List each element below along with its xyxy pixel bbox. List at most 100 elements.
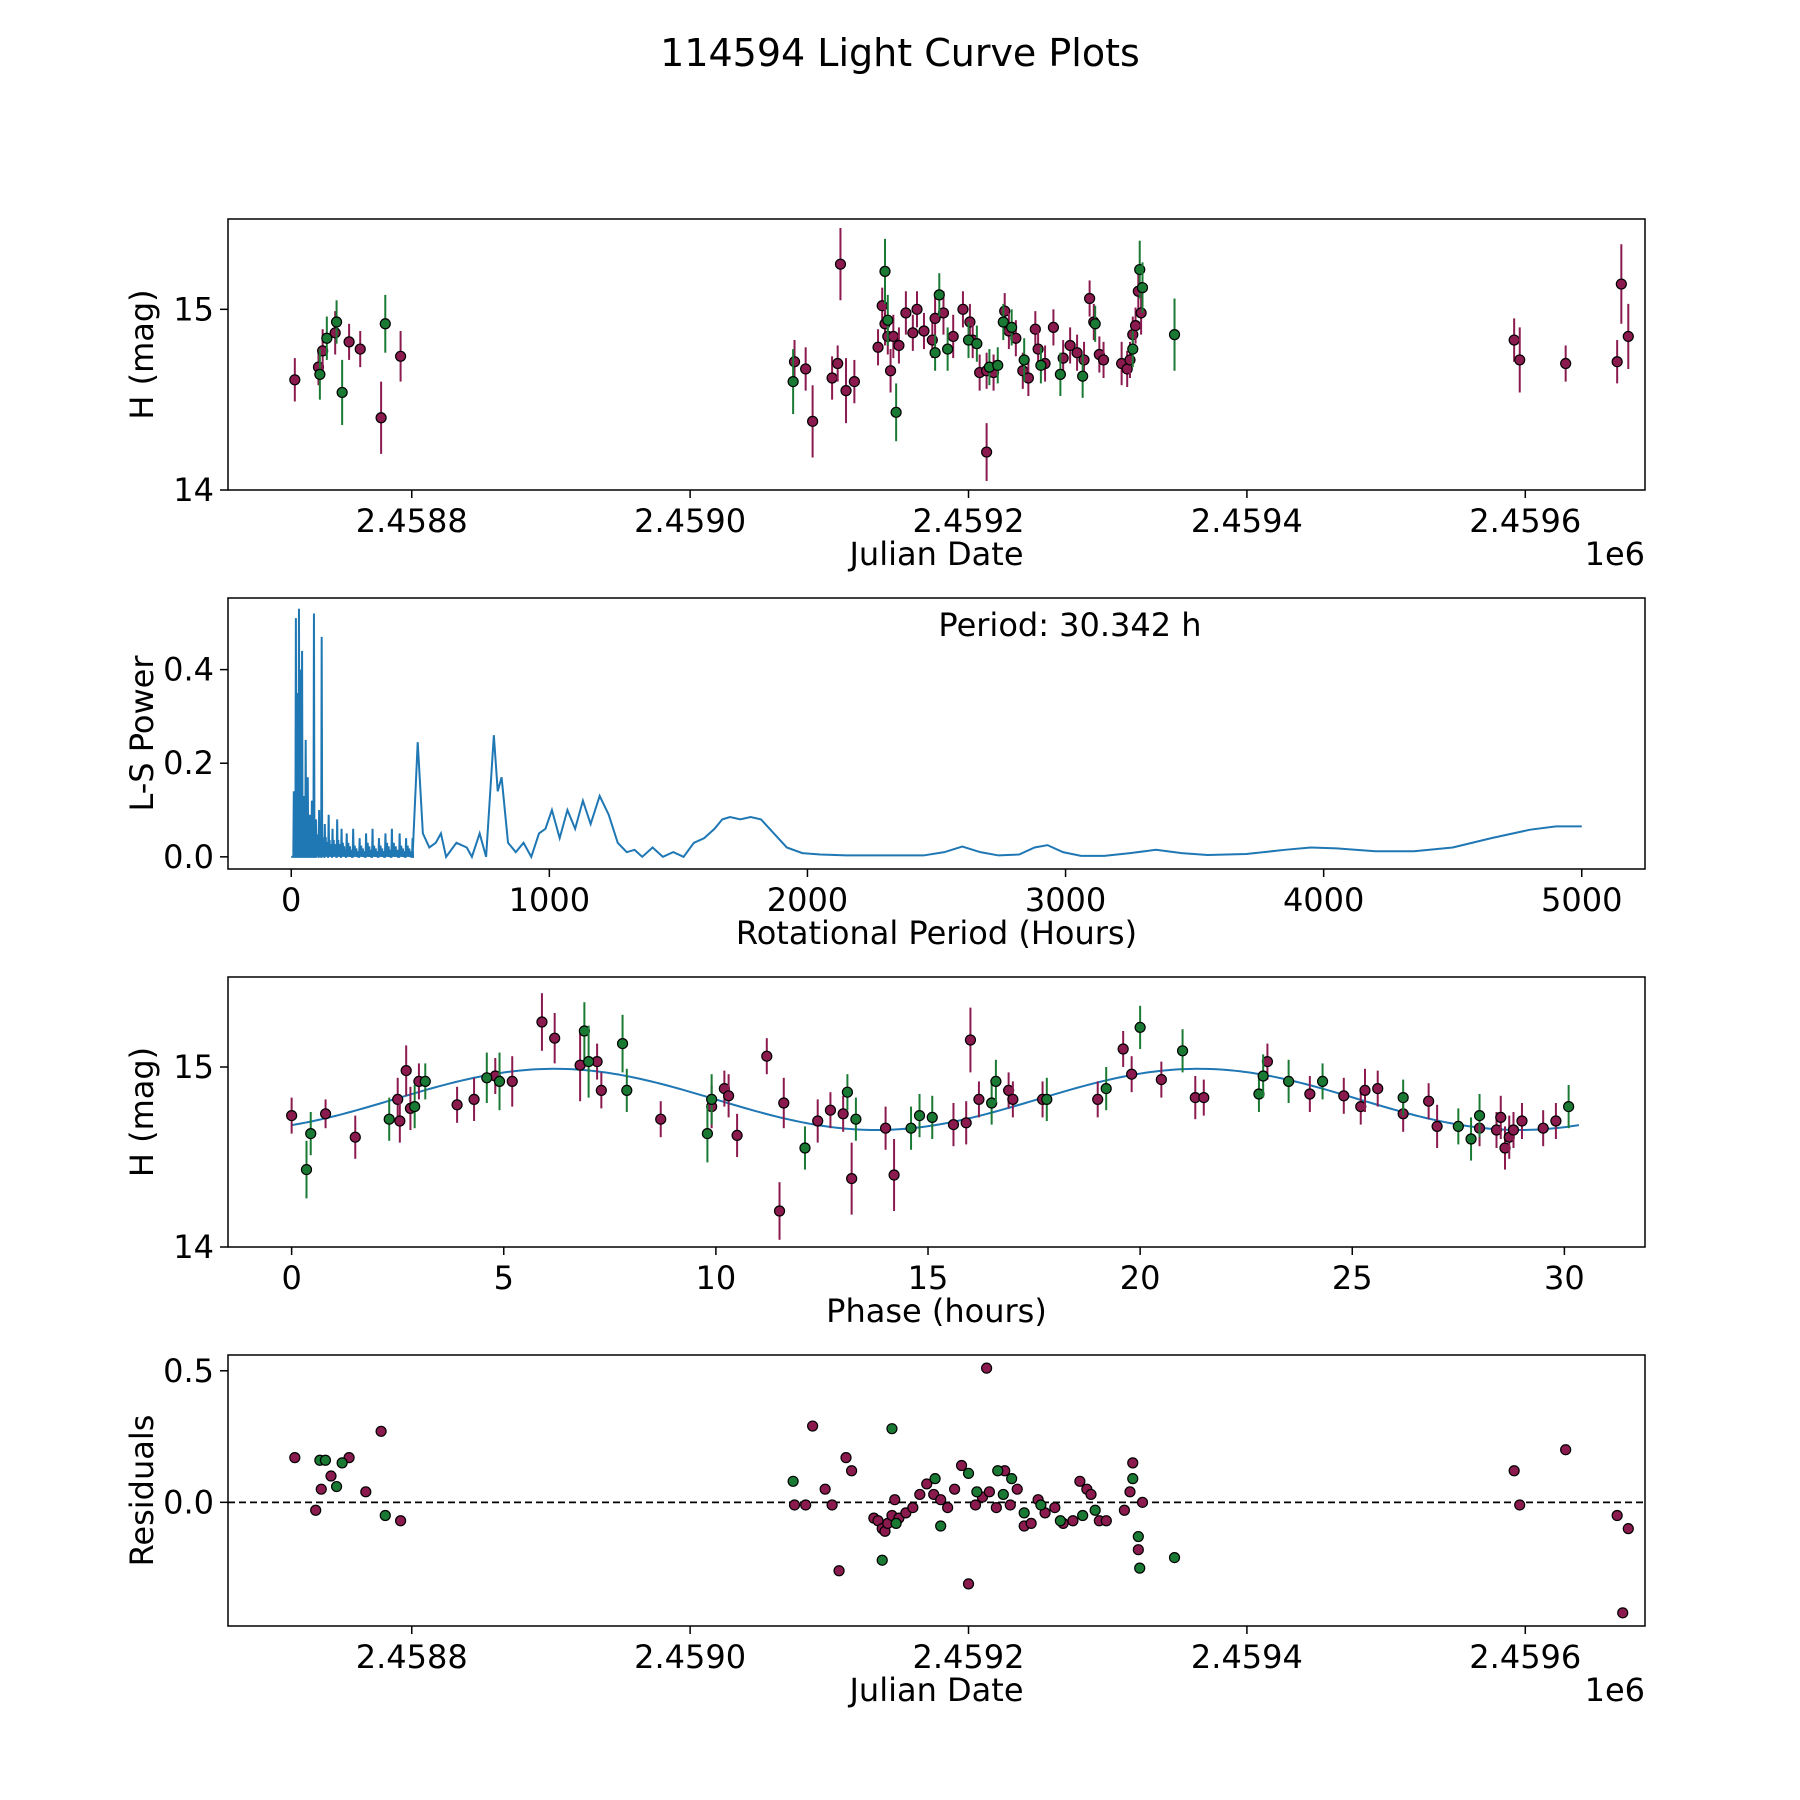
- data-point: [1465, 1133, 1477, 1145]
- x-tick-label: 2.4592: [913, 502, 1025, 540]
- data-point: [379, 318, 391, 330]
- x-tick-label: 2.4596: [1469, 1638, 1581, 1676]
- data-point: [1508, 1465, 1520, 1477]
- data-point: [1124, 1486, 1136, 1498]
- data-point: [379, 1509, 391, 1522]
- data-point: [819, 1483, 831, 1495]
- data-point: [1134, 1021, 1146, 1034]
- data-point: [872, 341, 884, 353]
- data-point: [1622, 330, 1634, 343]
- data-point: [845, 1465, 858, 1477]
- y-tick-label: 14: [173, 1228, 214, 1266]
- data-point: [929, 1473, 941, 1485]
- data-point: [1615, 278, 1627, 290]
- data-point: [1560, 1444, 1572, 1456]
- y-axis-label: L-S Power: [123, 655, 161, 812]
- data-point: [947, 1118, 960, 1131]
- data-point: [1168, 329, 1181, 341]
- data-point: [933, 289, 945, 301]
- data-point: [1018, 354, 1030, 366]
- data-point: [929, 312, 941, 324]
- periodogram-line: [291, 608, 1582, 860]
- data-point: [983, 1486, 995, 1498]
- data-point: [926, 1111, 938, 1124]
- data-point: [1132, 1530, 1144, 1543]
- data-point: [761, 1050, 773, 1062]
- data-point: [1127, 343, 1139, 355]
- data-point: [1085, 1488, 1097, 1501]
- data-point: [942, 343, 954, 355]
- x-offset-label: 1e6: [1585, 1671, 1645, 1709]
- period-annotation: Period: 30.342 h: [938, 606, 1201, 644]
- data-point: [890, 406, 902, 418]
- data-point: [778, 1097, 790, 1109]
- data-point: [788, 1499, 801, 1511]
- data-point: [957, 303, 969, 315]
- data-point: [409, 1100, 421, 1113]
- data-point: [1136, 282, 1149, 294]
- data-point: [395, 350, 407, 362]
- data-point: [947, 330, 959, 343]
- data-point: [992, 1465, 1004, 1477]
- data-point: [1514, 354, 1526, 366]
- data-point: [824, 1104, 837, 1116]
- axes-frame: [227, 597, 1646, 870]
- axes-frame: [227, 218, 1646, 491]
- data-point: [884, 365, 897, 377]
- x-tick-label: 2.4594: [1191, 502, 1303, 540]
- data-point: [1563, 1100, 1575, 1113]
- data-point: [882, 314, 894, 326]
- data-point: [773, 1205, 786, 1217]
- data-point: [1100, 1515, 1112, 1527]
- data-point: [289, 1452, 301, 1464]
- x-tick-label: 3000: [1025, 881, 1106, 919]
- data-point: [1126, 1068, 1138, 1080]
- y-axis-label: H (mag): [123, 289, 161, 419]
- data-point: [300, 1163, 313, 1176]
- data-point: [879, 265, 891, 277]
- data-point: [343, 336, 355, 348]
- data-point: [289, 374, 301, 386]
- data-point: [918, 325, 930, 337]
- data-point: [1077, 370, 1089, 382]
- data-point: [305, 1127, 317, 1140]
- data-point: [800, 363, 812, 375]
- data-point: [1089, 1504, 1101, 1516]
- data-point: [1431, 1120, 1443, 1133]
- data-point: [929, 347, 941, 359]
- data-point: [887, 330, 899, 343]
- data-point: [893, 339, 905, 352]
- data-point: [812, 1115, 824, 1127]
- data-point: [314, 368, 326, 380]
- x-axis-label: Julian Date: [847, 1671, 1023, 1709]
- data-point: [973, 1093, 985, 1106]
- x-tick-label: 10: [696, 1259, 737, 1297]
- data-point: [981, 1362, 993, 1374]
- data-point: [1550, 1115, 1562, 1127]
- data-point: [1006, 321, 1018, 333]
- data-point: [1067, 1515, 1079, 1527]
- data-point: [1077, 1509, 1089, 1522]
- data-point: [955, 1459, 968, 1472]
- data-point: [850, 1113, 862, 1125]
- data-point: [964, 1034, 977, 1046]
- y-tick-label: 0.0: [163, 838, 214, 876]
- data-point: [948, 1483, 961, 1495]
- data-point: [360, 1486, 372, 1498]
- axes-frame: [227, 1354, 1646, 1627]
- data-point: [1338, 1090, 1350, 1102]
- data-point: [834, 258, 847, 270]
- data-point: [826, 1499, 838, 1511]
- data-point: [960, 1117, 972, 1129]
- data-point: [1078, 354, 1090, 366]
- data-point: [889, 1494, 901, 1506]
- data-point: [935, 1494, 947, 1506]
- data-point: [1397, 1091, 1409, 1104]
- data-point: [990, 1075, 1002, 1088]
- data-point: [701, 1127, 714, 1140]
- data-point: [1508, 334, 1520, 346]
- data-point: [971, 1486, 983, 1498]
- data-point: [1537, 1122, 1549, 1134]
- data-point: [723, 1090, 735, 1102]
